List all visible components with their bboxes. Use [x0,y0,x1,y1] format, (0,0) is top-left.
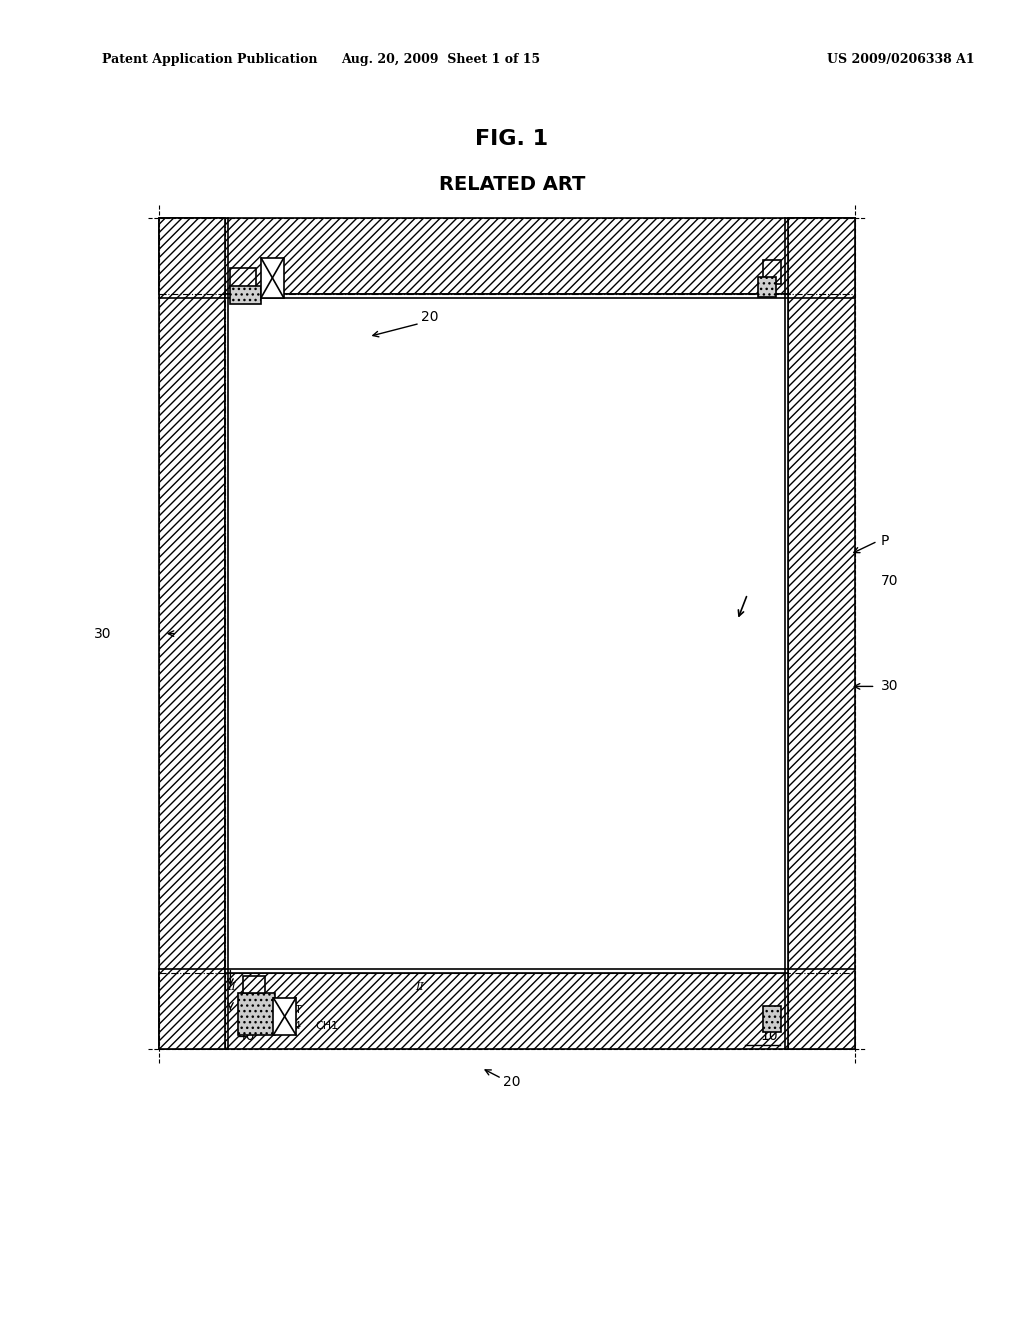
Text: 30: 30 [93,627,112,640]
Bar [159,218,855,294]
Bar [763,260,781,284]
Text: 25: 25 [274,1014,289,1024]
Bar [230,286,261,305]
Text: Patent Application Publication: Patent Application Publication [102,53,317,66]
Bar [243,975,265,993]
Text: T: T [295,1005,302,1015]
Text: 40: 40 [237,1030,255,1043]
Bar [763,1006,781,1032]
Text: CH1: CH1 [315,1020,339,1031]
Bar [159,973,855,1049]
Text: II: II [227,982,237,993]
Text: 20: 20 [421,310,439,323]
Text: RELATED ART: RELATED ART [439,176,585,194]
Text: 34: 34 [287,1020,301,1031]
Bar [230,268,256,288]
Text: 70: 70 [881,574,898,587]
Text: P: P [881,535,889,548]
Bar [159,218,225,1049]
Bar [261,259,284,298]
Text: Aug. 20, 2009  Sheet 1 of 15: Aug. 20, 2009 Sheet 1 of 15 [341,53,540,66]
Bar [273,998,296,1035]
Text: US 2009/0206338 A1: US 2009/0206338 A1 [827,53,975,66]
Text: FIG. 1: FIG. 1 [475,128,549,149]
Text: 10: 10 [761,1030,778,1043]
Text: 32: 32 [251,1023,265,1034]
Text: 30: 30 [881,680,898,693]
Text: 20: 20 [503,1076,521,1089]
Bar [758,277,776,297]
Bar [788,218,855,1049]
Bar [225,294,788,973]
Bar [238,993,275,1035]
Text: II: II [415,982,424,993]
